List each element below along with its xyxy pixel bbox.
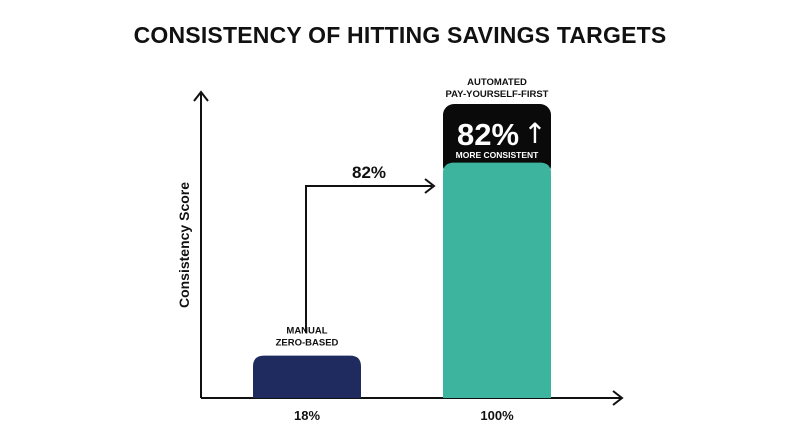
x-axis-arrowhead bbox=[612, 390, 624, 406]
value-label-2: 100% bbox=[480, 408, 514, 423]
callout-text: MORE CONSISTENT bbox=[456, 150, 539, 160]
chart-labels: Consistency Score 18% 100% MANUALZERO-BASED… bbox=[176, 77, 549, 423]
bar-1 bbox=[253, 355, 361, 398]
comparison-arrow bbox=[305, 185, 432, 333]
comparison-arrowhead bbox=[424, 178, 436, 194]
category-label-1-line-2: ZERO-BASED bbox=[276, 338, 339, 349]
callout-box bbox=[443, 104, 551, 177]
category-label-2-line-1: AUTOMATED bbox=[467, 77, 527, 88]
chart-title: CONSISTENCY OF HITTING SAVINGS TARGETS bbox=[133, 22, 667, 48]
value-label-1: 18% bbox=[294, 408, 320, 423]
comparison-arrow-label: 82% bbox=[352, 163, 386, 182]
y-axis-label: Consistency Score bbox=[176, 182, 192, 308]
callout-arrow-icon: ↑ bbox=[523, 117, 546, 150]
y-axis-arrowhead bbox=[193, 90, 209, 102]
callout: 82% ↑MORE CONSISTENT bbox=[443, 104, 551, 177]
callout-value: 82% bbox=[457, 117, 519, 152]
bar-2-overlay bbox=[443, 162, 551, 398]
category-label-2-line-2: PAY-YOURSELF-FIRST bbox=[446, 89, 549, 100]
category-label-1-line-1: MANUAL bbox=[286, 326, 327, 337]
